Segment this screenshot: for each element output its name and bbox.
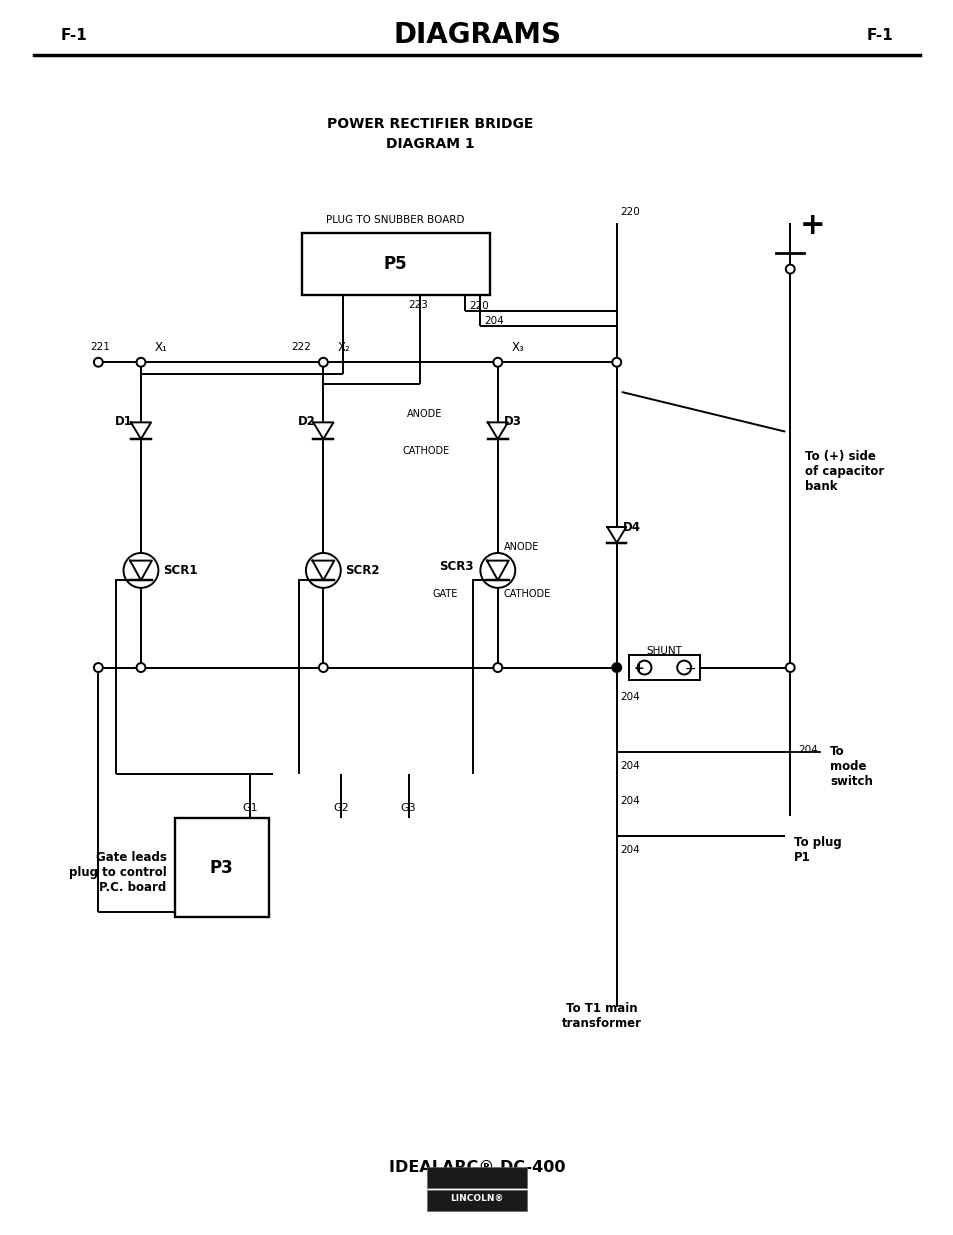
Text: 204: 204 (798, 745, 817, 755)
Polygon shape (313, 561, 334, 580)
Text: D1: D1 (115, 415, 132, 429)
Text: SCR3: SCR3 (439, 559, 474, 573)
Text: To plug
P1: To plug P1 (793, 836, 841, 864)
Text: ANODE: ANODE (407, 409, 442, 419)
Text: 220: 220 (620, 206, 639, 216)
Text: 204: 204 (620, 693, 639, 703)
Text: To (+) side
of capacitor
bank: To (+) side of capacitor bank (804, 450, 883, 493)
Bar (427, 1191, 526, 1210)
Text: P5: P5 (383, 256, 407, 273)
Circle shape (93, 358, 103, 367)
Text: 204: 204 (620, 797, 639, 806)
Text: X₁: X₁ (154, 341, 168, 354)
Text: 220: 220 (469, 301, 488, 311)
Text: 221: 221 (91, 342, 111, 352)
Text: P3: P3 (210, 858, 233, 877)
Bar (427, 1167, 526, 1188)
Text: D3: D3 (503, 415, 521, 429)
Circle shape (785, 264, 794, 273)
Text: F-1: F-1 (865, 27, 892, 43)
Polygon shape (486, 561, 508, 580)
Text: X₃: X₃ (511, 341, 524, 354)
Bar (174, 819, 269, 918)
Text: IDEALARC® DC-400: IDEALARC® DC-400 (388, 1160, 565, 1174)
Bar (301, 233, 490, 295)
Text: POWER RECTIFIER BRIDGE: POWER RECTIFIER BRIDGE (327, 117, 533, 131)
Text: To T1 main
transformer: To T1 main transformer (561, 1003, 641, 1030)
Circle shape (93, 663, 103, 672)
Text: 204: 204 (483, 316, 503, 326)
Text: ELECTRIC: ELECTRIC (453, 1215, 500, 1224)
Text: LINCOLN®: LINCOLN® (450, 1193, 503, 1203)
Polygon shape (131, 422, 151, 440)
Circle shape (493, 358, 501, 367)
Text: CATHODE: CATHODE (503, 589, 551, 599)
Text: CATHODE: CATHODE (402, 447, 450, 457)
Circle shape (318, 663, 328, 672)
Circle shape (637, 661, 651, 674)
Text: F-1: F-1 (61, 27, 88, 43)
Text: G1: G1 (242, 803, 257, 814)
Text: G2: G2 (333, 803, 349, 814)
Text: DIAGRAMS: DIAGRAMS (393, 21, 560, 49)
Text: X₂: X₂ (336, 341, 350, 354)
Text: Gate leads
plug to control
P.C. board: Gate leads plug to control P.C. board (69, 851, 167, 894)
Text: GATE: GATE (433, 589, 457, 599)
Text: 222: 222 (292, 342, 311, 352)
Text: D2: D2 (297, 415, 315, 429)
Text: 223: 223 (408, 300, 428, 310)
Polygon shape (487, 422, 507, 440)
Circle shape (318, 358, 328, 367)
Polygon shape (313, 422, 334, 440)
Circle shape (136, 663, 145, 672)
Bar (628, 656, 700, 680)
Circle shape (677, 661, 690, 674)
Circle shape (785, 663, 794, 672)
Circle shape (123, 553, 158, 588)
Text: ANODE: ANODE (503, 542, 538, 552)
Text: DIAGRAM 1: DIAGRAM 1 (386, 137, 475, 151)
Text: D4: D4 (622, 521, 640, 535)
Circle shape (612, 358, 620, 367)
Text: +: + (800, 211, 825, 240)
Circle shape (612, 663, 620, 672)
Text: 204: 204 (620, 761, 639, 771)
Text: PLUG TO SNUBBER BOARD: PLUG TO SNUBBER BOARD (326, 215, 464, 225)
Circle shape (136, 358, 145, 367)
Text: −: − (683, 662, 696, 676)
Text: SCR1: SCR1 (163, 564, 197, 577)
Polygon shape (130, 561, 152, 580)
Text: SCR2: SCR2 (345, 564, 379, 577)
Circle shape (493, 663, 501, 672)
Circle shape (306, 553, 340, 588)
Text: +: + (633, 662, 643, 676)
Circle shape (480, 553, 515, 588)
Polygon shape (607, 527, 625, 542)
Text: G3: G3 (400, 803, 416, 814)
Text: 204: 204 (620, 845, 639, 855)
Text: To
mode
switch: To mode switch (829, 745, 872, 788)
Text: SHUNT: SHUNT (646, 646, 681, 656)
